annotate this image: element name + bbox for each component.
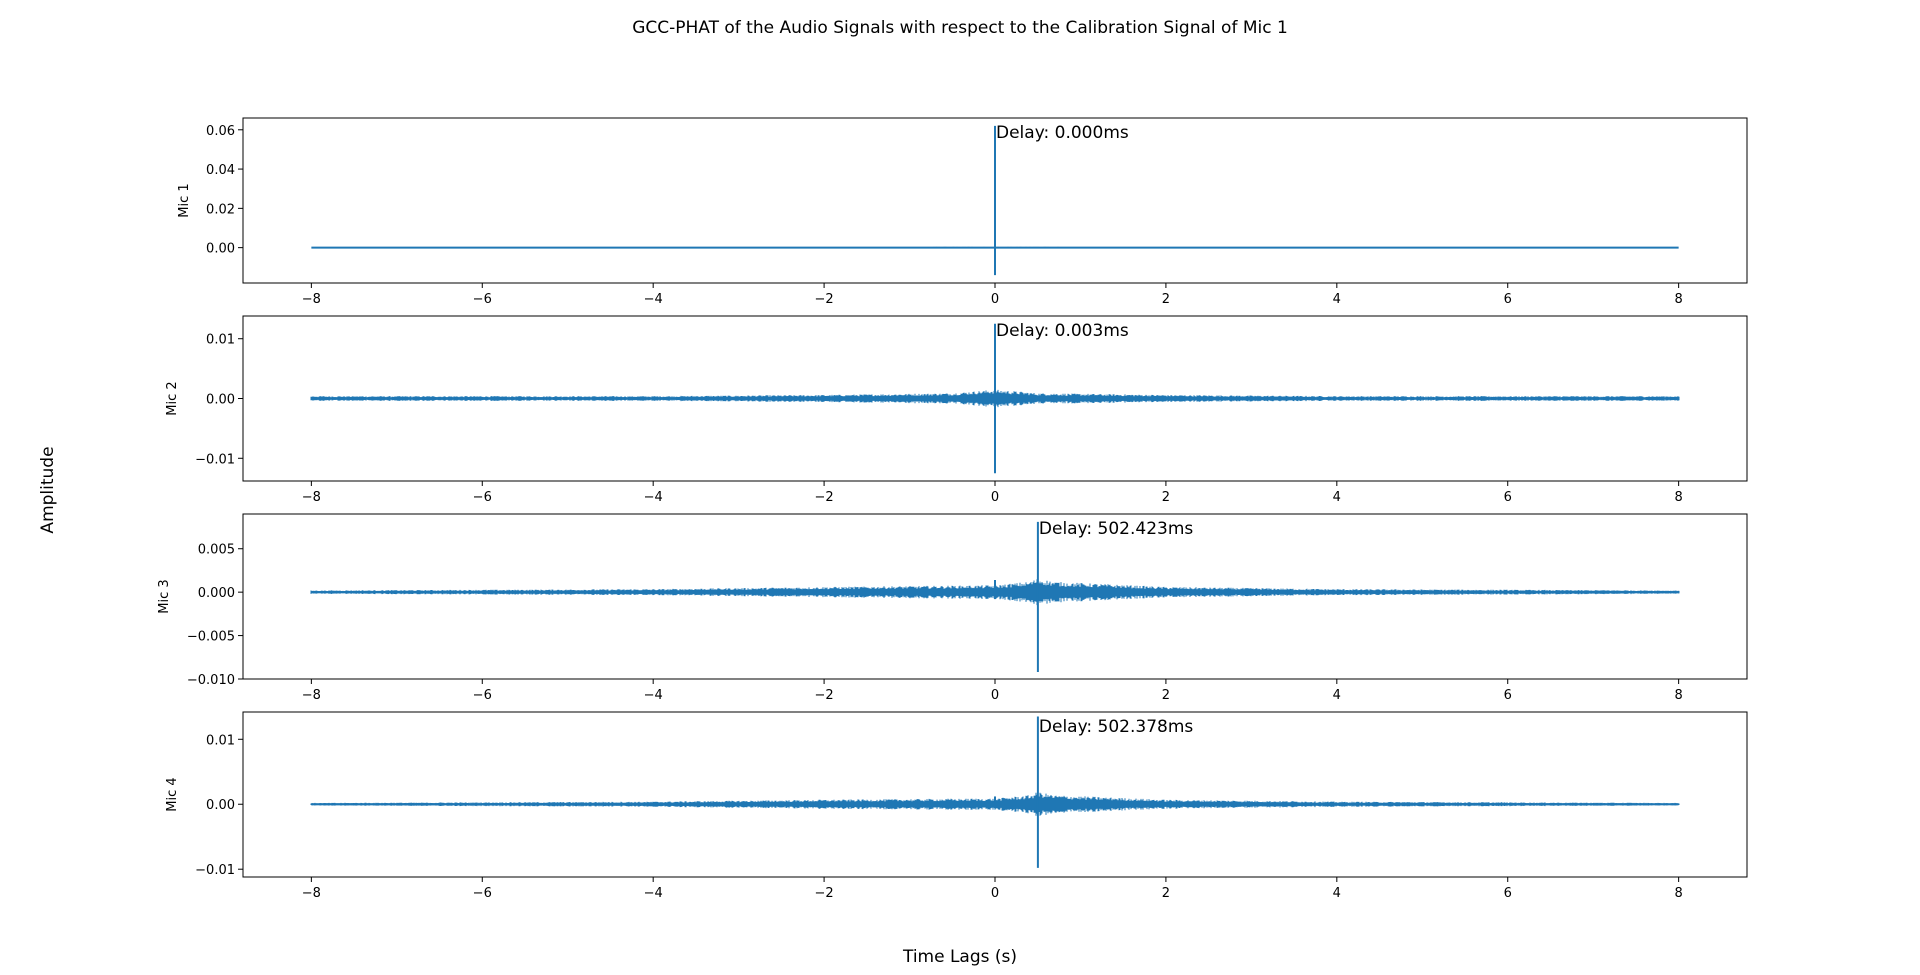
x-tick-label: 8 xyxy=(1674,490,1682,505)
x-tick-label: −6 xyxy=(473,292,492,307)
x-tick-label: 8 xyxy=(1674,292,1682,307)
subplot-mic-1: −8 −6 −4 −2 0 2 4 6 8 0.00 0.02 0.04 0.06 Mic 1 Delay:… xyxy=(177,117,1748,307)
series-noise xyxy=(310,579,1680,606)
y-tick-label: −0.005 xyxy=(187,630,235,645)
x-tick-label: 4 xyxy=(1333,886,1341,901)
subplot-ylabel: Mic 1 xyxy=(177,183,192,217)
x-tick-label: 8 xyxy=(1674,886,1682,901)
x-tick-label: −4 xyxy=(644,490,663,505)
x-tick-label: 2 xyxy=(1162,490,1170,505)
subplot-panels: −8 −6 −4 −2 0 2 4 6 8 0.00 0.02 0.04 0.06 Mic 1 Delay:… xyxy=(157,117,1748,901)
y-tick-label: 0.005 xyxy=(198,543,235,558)
subplot-ylabel: Mic 4 xyxy=(165,777,180,811)
x-tick-label: −6 xyxy=(473,490,492,505)
y-tick-label: −0.01 xyxy=(195,452,235,467)
x-tick-label: 4 xyxy=(1333,292,1341,307)
series-noise xyxy=(926,246,1064,249)
x-tick-label: 6 xyxy=(1504,688,1512,703)
x-tick-label: −2 xyxy=(815,886,834,901)
x-tick-label: −4 xyxy=(644,292,663,307)
x-tick-label: −4 xyxy=(644,886,663,901)
x-tick-label: −6 xyxy=(473,886,492,901)
y-axis-label: Amplitude xyxy=(38,446,58,533)
y-tick-label: −0.010 xyxy=(187,673,235,688)
x-tick-label: −4 xyxy=(644,688,663,703)
x-tick-label: 4 xyxy=(1333,490,1341,505)
x-tick-label: −8 xyxy=(302,490,321,505)
figure-title: GCC-PHAT of the Audio Signals with respe… xyxy=(632,18,1288,38)
y-tick-label: 0.02 xyxy=(206,202,235,217)
x-tick-label: −2 xyxy=(815,292,834,307)
y-tick-label: 0.01 xyxy=(206,733,235,748)
x-tick-label: 2 xyxy=(1162,688,1170,703)
x-tick-label: 4 xyxy=(1333,688,1341,703)
x-tick-label: 0 xyxy=(991,886,999,901)
y-tick-label: 0.04 xyxy=(206,163,235,178)
x-tick-label: 0 xyxy=(991,490,999,505)
x-tick-label: 0 xyxy=(991,292,999,307)
delay-annotation: Delay: 0.003ms xyxy=(996,321,1129,341)
subplot-ylabel: Mic 2 xyxy=(165,381,180,415)
subplot-mic-4: −8 −6 −4 −2 0 2 4 6 8 −0.01 0.00 0.01 Mic 4 Delay: 50… xyxy=(165,711,1748,901)
series-noise xyxy=(310,792,1680,816)
delay-annotation: Delay: 502.378ms xyxy=(1039,717,1194,737)
x-tick-label: 8 xyxy=(1674,688,1682,703)
x-tick-label: 6 xyxy=(1504,886,1512,901)
y-tick-label: −0.01 xyxy=(195,863,235,878)
y-tick-label: 0.00 xyxy=(206,798,235,813)
y-tick-label: 0.06 xyxy=(206,124,235,139)
x-tick-label: 0 xyxy=(991,688,999,703)
x-tick-label: −2 xyxy=(815,490,834,505)
subplot-ylabel: Mic 3 xyxy=(157,579,172,613)
y-tick-label: 0.01 xyxy=(206,333,235,348)
x-tick-label: −8 xyxy=(302,292,321,307)
delay-annotation: Delay: 0.000ms xyxy=(996,123,1129,143)
x-tick-label: −8 xyxy=(302,688,321,703)
subplot-mic-3: −8 −6 −4 −2 0 2 4 6 8 −0.010 −0.005 0.000 0.005 Mic 3… xyxy=(157,513,1748,703)
delay-annotation: Delay: 502.423ms xyxy=(1039,519,1194,539)
x-tick-label: 2 xyxy=(1162,292,1170,307)
x-tick-label: 6 xyxy=(1504,490,1512,505)
x-tick-label: 2 xyxy=(1162,886,1170,901)
subplot-mic-2: −8 −6 −4 −2 0 2 4 6 8 −0.01 0.00 0.01 Mic 2 Delay: 0.… xyxy=(165,315,1748,505)
y-tick-label: 0.00 xyxy=(206,242,235,257)
x-tick-label: −6 xyxy=(473,688,492,703)
x-tick-label: −8 xyxy=(302,886,321,901)
y-tick-label: 0.00 xyxy=(206,393,235,408)
x-tick-label: −2 xyxy=(815,688,834,703)
y-tick-label: 0.000 xyxy=(198,586,235,601)
x-tick-label: 6 xyxy=(1504,292,1512,307)
x-axis-label: Time Lags (s) xyxy=(902,947,1017,967)
series-noise xyxy=(310,389,1680,408)
